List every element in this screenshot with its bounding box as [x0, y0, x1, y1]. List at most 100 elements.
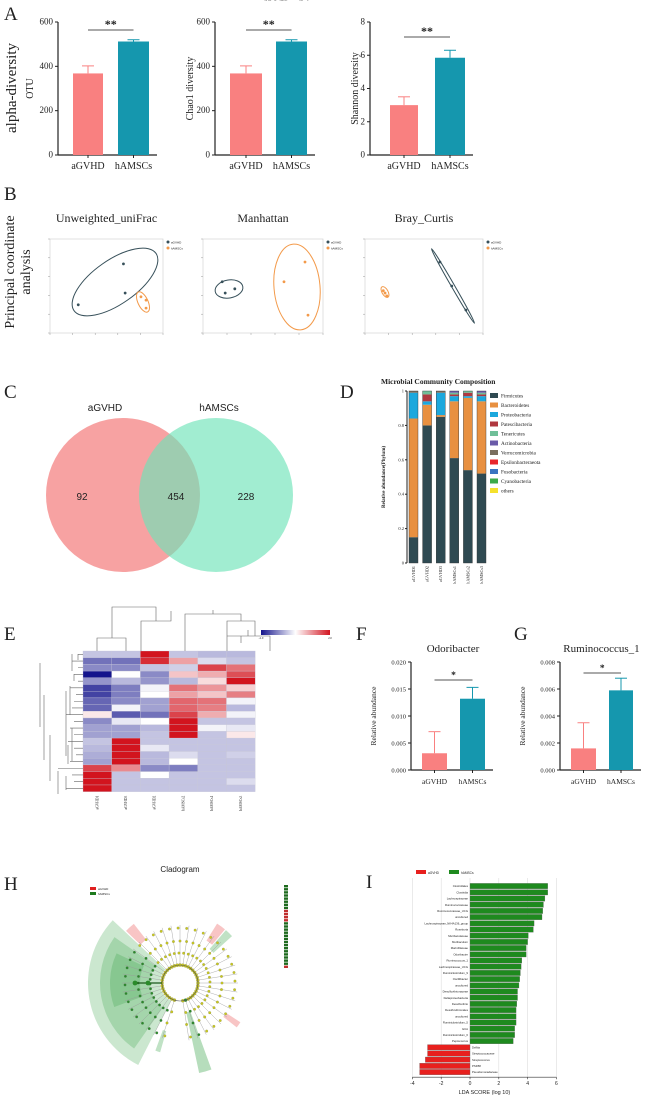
pcoa-title-line1: Principal coordinate [3, 215, 18, 328]
legend-swatch [90, 887, 96, 890]
taxon-node [137, 988, 140, 991]
venn-count-right: 228 [238, 492, 255, 503]
legend-label: Epsilonbacteraeota [501, 460, 541, 466]
clade-highlight-hAMSCs [186, 1011, 212, 1073]
taxon-node [221, 947, 225, 951]
taxon-node [126, 1000, 130, 1004]
taxon-key-swatch [284, 925, 288, 928]
lda-bar-label: Ruminococcaceae [445, 903, 468, 907]
row-label: Odoribacter [258, 0, 276, 1]
taxon-node [208, 980, 212, 984]
taxon-node [184, 1011, 188, 1014]
heatmap-cell [197, 650, 227, 658]
bar-outline [436, 390, 446, 564]
y-tick-label: 0.4 [398, 492, 404, 497]
stack-segment-Firmicutes [463, 470, 473, 563]
taxon-key-swatch [284, 919, 288, 922]
column-label: hAMSCs1 [210, 796, 214, 811]
venn-count-intersection: 454 [168, 492, 185, 503]
legend-swatch [490, 440, 498, 446]
taxon-node [200, 1002, 204, 1005]
point-aGVHD [438, 260, 442, 264]
heatmap-cell [140, 684, 170, 692]
legend-swatch [490, 478, 498, 484]
heatmap-cell [168, 684, 198, 692]
taxon-key-swatch [284, 937, 288, 941]
branch [197, 964, 236, 978]
y-axis-label: Relative abundance [369, 686, 378, 746]
y-tick-label: 0 [206, 150, 211, 160]
x-tick-label: hAMSCs [607, 777, 635, 786]
lda-bar [469, 963, 522, 970]
panel-label: B [4, 184, 17, 205]
stack-segment-Bacteroidetes [449, 401, 459, 459]
taxon-node [133, 950, 136, 954]
heatmap-cell [168, 784, 198, 792]
heatmap-cell [226, 677, 256, 685]
heatmap-cell [226, 724, 256, 732]
point-hAMSCs [139, 295, 143, 299]
legend-label: others [501, 489, 514, 495]
taxon-node [189, 1035, 192, 1039]
taxon-key-swatch [284, 916, 288, 919]
branch [197, 985, 238, 993]
heatmap-cell [226, 657, 256, 665]
legend-swatch [490, 459, 498, 465]
clade-highlight-aGVHD [206, 923, 225, 945]
taxon-key-swatch [284, 891, 288, 894]
lda-bar-label: Ruminococcaceae_UCG [437, 909, 468, 913]
taxon-node [206, 971, 210, 975]
heatmap-cell [82, 751, 112, 759]
row-label: Parabacteroides [258, 0, 281, 1]
taxon-node [208, 1011, 212, 1015]
branch [145, 997, 170, 1031]
heatmap-cell [226, 758, 256, 766]
taxon-node [152, 996, 156, 999]
legend-marker [486, 246, 490, 250]
lda-bar [469, 939, 528, 945]
taxon-node [193, 928, 197, 932]
taxon-node [156, 961, 160, 964]
taxon-key-swatch [284, 912, 288, 916]
branch [187, 931, 207, 968]
heatmap-cell [226, 778, 256, 786]
branch [132, 993, 166, 1018]
x-tick-label: aGVHD [229, 161, 262, 172]
lda-bar-label: Lachnospiraceae_NK4A136_group [424, 921, 468, 925]
taxon-node [149, 987, 152, 991]
taxon-node [209, 936, 213, 939]
taxon-node [148, 951, 152, 955]
taxon-node [182, 951, 186, 955]
branch [145, 935, 170, 969]
taxon-node [218, 994, 222, 998]
heatmap-cell [197, 691, 227, 699]
lda-bar [469, 914, 543, 920]
heatmap-cell [226, 784, 256, 792]
taxon-node [168, 927, 171, 931]
heatmap-cell [111, 697, 141, 705]
lda-bar-label: Ruminiclostridium_6 [443, 1033, 469, 1037]
taxon-node [141, 962, 144, 966]
bar-hAMSCs [118, 41, 149, 155]
row-label: Candidatus_Arthromitus [258, 0, 294, 1]
lda-bar [469, 889, 548, 896]
row-label: Turicibacter [258, 0, 276, 1]
bar-chart-1: 0 200 400 600 aGVHD hAMSCs ** Chao1 diversity [185, 17, 315, 172]
taxon-node [201, 931, 205, 935]
y-tick-label: 0.000 [391, 768, 406, 775]
lda-bar [427, 1044, 471, 1051]
heatmap-cell [82, 677, 112, 685]
lda-bar-label: Odoribacter [453, 952, 468, 956]
lda-bar [469, 1038, 514, 1044]
y-tick-label: 0 [402, 561, 405, 566]
taxon-key-swatch [284, 885, 288, 888]
pcoa-title: Bray_Curtis [395, 211, 454, 225]
heatmap: TuricibacterCandidatus_SaccharimonasRumi… [39, 0, 332, 811]
point-hAMSCs [303, 260, 307, 264]
stack-segment-Proteobacteria [409, 392, 418, 419]
x-tick-label: hAMSCs [115, 161, 152, 172]
heatmap-cell [226, 751, 256, 759]
taxon-key-swatch [284, 903, 288, 906]
branch [138, 995, 168, 1025]
branch [197, 973, 238, 981]
